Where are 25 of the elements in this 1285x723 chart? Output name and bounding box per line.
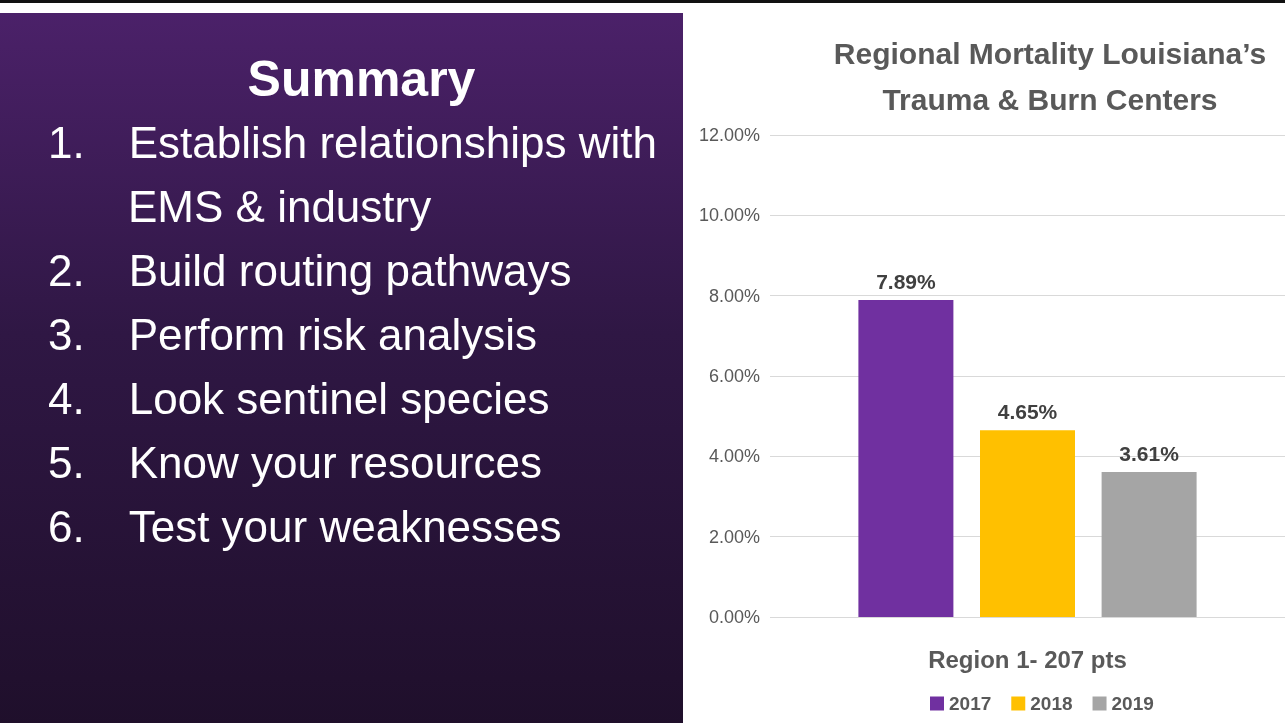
chart-title: Regional Mortality Louisiana’s Trauma & Burn Centers <box>833 36 1267 116</box>
text: 1. Establish relationships with EMS & industry <box>47 117 658 233</box>
y-tick-label: 6.00% <box>708 366 760 386</box>
y-tick-label: 4.00% <box>708 446 760 467</box>
legend-label: 2018 <box>1030 693 1073 714</box>
text: 4. Look sentinel species <box>47 373 551 425</box>
legend-label: 2017 <box>949 693 992 714</box>
legend-label: 2019 <box>1111 693 1154 714</box>
data-label: 3.61% <box>1119 442 1180 465</box>
y-tick-label: 10.00% <box>698 205 760 226</box>
text: 3. Perform risk analysis <box>47 309 538 361</box>
y-tick-label: 12.00% <box>698 125 760 145</box>
text: 2. Build routing pathways <box>47 245 573 297</box>
text: 5. Know your resources <box>47 437 543 489</box>
data-label: 4.65% <box>997 400 1058 424</box>
bar <box>1101 472 1197 617</box>
y-tick-label: 2.00% <box>708 526 760 547</box>
data-label: 7.89% <box>876 270 936 294</box>
bar <box>980 430 1075 617</box>
bar <box>858 300 954 617</box>
y-tick-label: 8.00% <box>708 285 760 306</box>
x-tick-label: Region 1- 207 pts <box>928 645 1127 673</box>
y-tick-label: 0.00% <box>708 607 760 627</box>
text: 6. Test your weaknesses <box>47 501 563 553</box>
text: Summary <box>246 50 477 109</box>
